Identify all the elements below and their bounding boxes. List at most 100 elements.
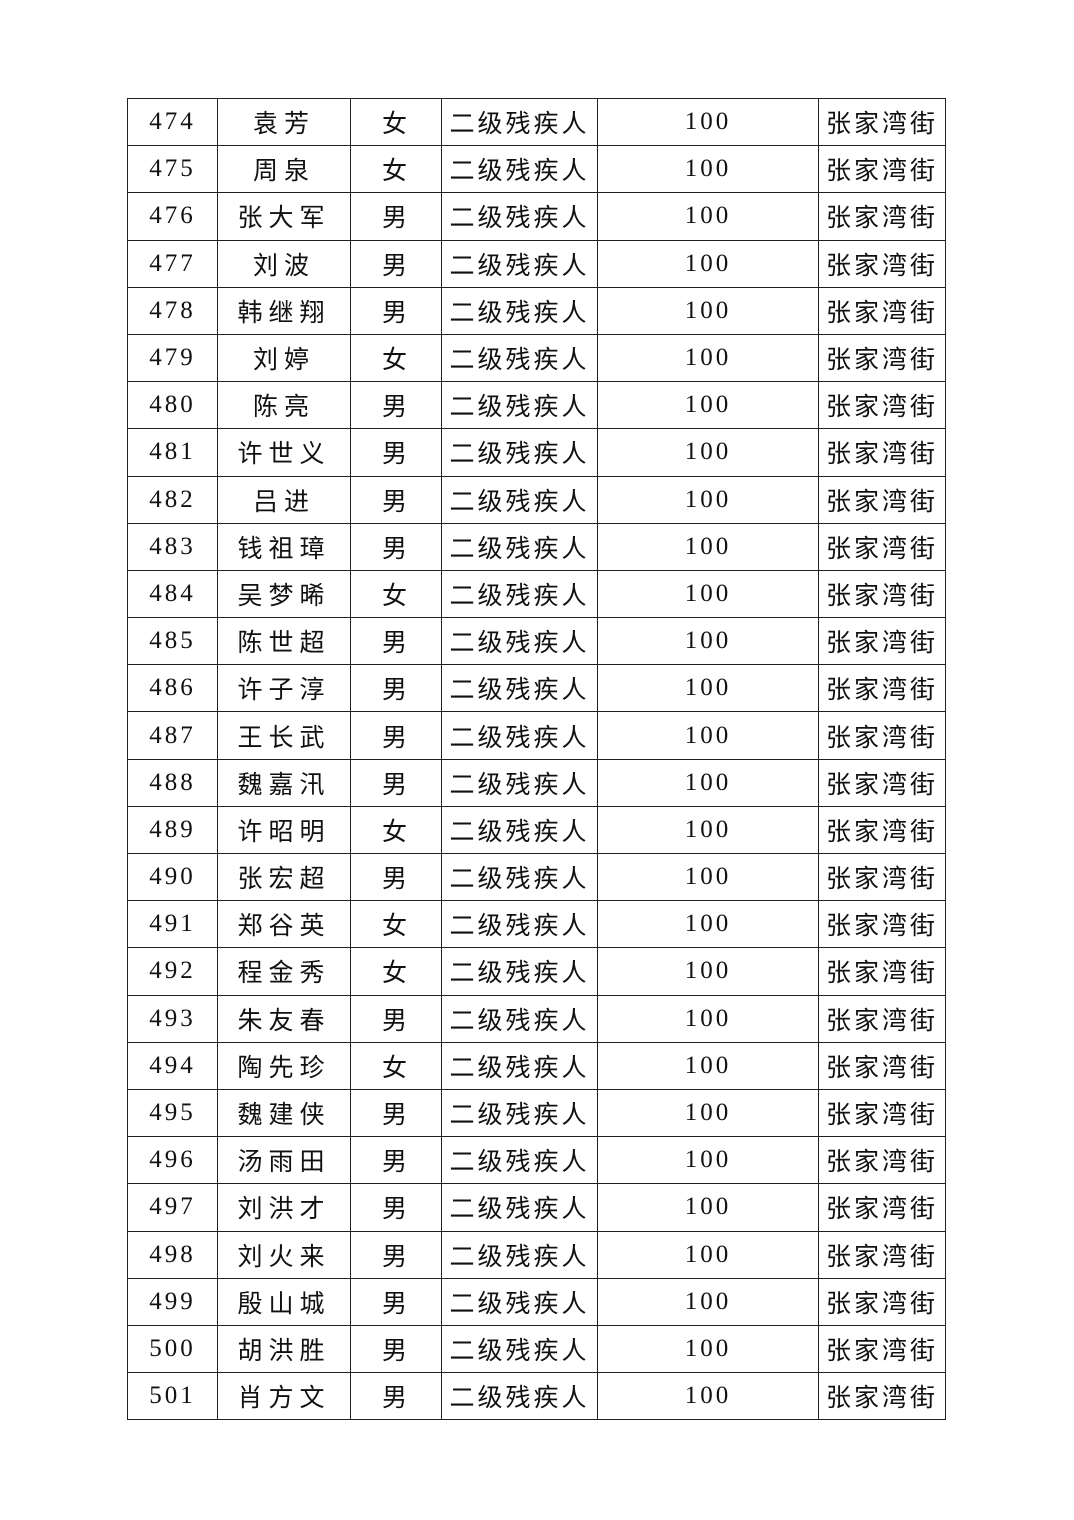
street-cell: 张家湾街 bbox=[818, 475, 946, 524]
amount-cell: 100 bbox=[597, 994, 819, 1043]
disability-category-cell: 二级残疾人 bbox=[441, 758, 598, 807]
row-number-cell: 492 bbox=[127, 947, 218, 996]
street-cell: 张家湾街 bbox=[818, 1324, 946, 1374]
street-cell: 张家湾街 bbox=[818, 286, 946, 335]
row-number-cell: 498 bbox=[127, 1230, 218, 1279]
amount-cell: 100 bbox=[597, 145, 819, 194]
street-cell: 张家湾街 bbox=[818, 1088, 946, 1138]
person-name-cell: 许子淳 bbox=[217, 664, 351, 713]
table-row: 475 周泉女二级残疾人 100 张家湾街 bbox=[127, 145, 946, 194]
row-number-cell: 497 bbox=[127, 1183, 218, 1232]
gender-cell: 男 bbox=[350, 1277, 442, 1326]
disability-category-cell: 二级残疾人 bbox=[441, 475, 598, 524]
street-cell: 张家湾街 bbox=[818, 664, 946, 713]
table-row: 491 郑谷英女二级残疾人 100 张家湾街 bbox=[127, 900, 946, 949]
disability-category-cell: 二级残疾人 bbox=[441, 239, 598, 288]
person-name-cell: 吕进 bbox=[217, 475, 351, 524]
row-number-cell: 481 bbox=[127, 428, 218, 477]
street-cell: 张家湾街 bbox=[818, 1041, 946, 1090]
disability-category-cell: 二级残疾人 bbox=[441, 1183, 598, 1232]
table-row: 500 胡洪胜男二级残疾人 100 张家湾街 bbox=[127, 1324, 946, 1374]
table-row: 489 许昭明女二级残疾人 100 张家湾街 bbox=[127, 805, 946, 855]
disability-category-cell: 二级残疾人 bbox=[441, 1088, 598, 1138]
amount-cell: 100 bbox=[597, 852, 819, 902]
person-name-cell: 陈亮 bbox=[217, 381, 351, 430]
table-row: 501 肖方文男二级残疾人 100 张家湾街 bbox=[127, 1372, 946, 1421]
table-row: 487 王长武男二级残疾人 100 张家湾街 bbox=[127, 711, 946, 760]
person-name-cell: 郑谷英 bbox=[217, 900, 351, 949]
row-number-cell: 494 bbox=[127, 1041, 218, 1090]
table-row: 476 张大军男二级残疾人 100 张家湾街 bbox=[127, 192, 946, 241]
street-cell: 张家湾街 bbox=[818, 852, 946, 902]
table-row: 481 许世义男二级残疾人 100 张家湾街 bbox=[127, 428, 946, 477]
amount-cell: 100 bbox=[597, 1041, 819, 1090]
person-name-cell: 胡洪胜 bbox=[217, 1324, 351, 1374]
amount-cell: 100 bbox=[597, 617, 819, 666]
amount-cell: 100 bbox=[597, 381, 819, 430]
disability-category-cell: 二级残疾人 bbox=[441, 569, 598, 619]
table-row: 494 陶先珍女二级残疾人 100 张家湾街 bbox=[127, 1041, 946, 1090]
gender-cell: 女 bbox=[350, 569, 442, 619]
street-cell: 张家湾街 bbox=[818, 145, 946, 194]
row-number-cell: 490 bbox=[127, 852, 218, 902]
person-name-cell: 周泉 bbox=[217, 145, 351, 194]
table-row: 484 吴梦晞女二级残疾人 100 张家湾街 bbox=[127, 569, 946, 619]
amount-cell: 100 bbox=[597, 97, 819, 147]
person-name-cell: 王长武 bbox=[217, 711, 351, 760]
gender-cell: 女 bbox=[350, 97, 442, 147]
table-row: 485 陈世超男二级残疾人 100 张家湾街 bbox=[127, 617, 946, 666]
gender-cell: 男 bbox=[350, 758, 442, 807]
amount-cell: 100 bbox=[597, 711, 819, 760]
person-name-cell: 刘波 bbox=[217, 239, 351, 288]
amount-cell: 100 bbox=[597, 475, 819, 524]
gender-cell: 男 bbox=[350, 1183, 442, 1232]
amount-cell: 100 bbox=[597, 522, 819, 571]
street-cell: 张家湾街 bbox=[818, 994, 946, 1043]
row-number-cell: 500 bbox=[127, 1324, 218, 1374]
street-cell: 张家湾街 bbox=[818, 333, 946, 383]
disability-category-cell: 二级残疾人 bbox=[441, 1324, 598, 1374]
row-number-cell: 483 bbox=[127, 522, 218, 571]
street-cell: 张家湾街 bbox=[818, 1136, 946, 1185]
row-number-cell: 495 bbox=[127, 1088, 218, 1138]
table-row: 496 汤雨田男二级残疾人 100 张家湾街 bbox=[127, 1136, 946, 1185]
person-name-cell: 韩继翔 bbox=[217, 286, 351, 335]
street-cell: 张家湾街 bbox=[818, 569, 946, 619]
person-name-cell: 刘火来 bbox=[217, 1230, 351, 1279]
street-cell: 张家湾街 bbox=[818, 381, 946, 430]
table-row: 492 程金秀女二级残疾人 100 张家湾街 bbox=[127, 947, 946, 996]
row-number-cell: 491 bbox=[127, 900, 218, 949]
row-number-cell: 478 bbox=[127, 286, 218, 335]
gender-cell: 男 bbox=[350, 617, 442, 666]
street-cell: 张家湾街 bbox=[818, 1277, 946, 1326]
row-number-cell: 479 bbox=[127, 333, 218, 383]
person-name-cell: 许昭明 bbox=[217, 805, 351, 855]
row-number-cell: 489 bbox=[127, 805, 218, 855]
gender-cell: 男 bbox=[350, 239, 442, 288]
disability-category-cell: 二级残疾人 bbox=[441, 664, 598, 713]
person-name-cell: 汤雨田 bbox=[217, 1136, 351, 1185]
person-name-cell: 程金秀 bbox=[217, 947, 351, 996]
disability-category-cell: 二级残疾人 bbox=[441, 97, 598, 147]
disability-category-cell: 二级残疾人 bbox=[441, 805, 598, 855]
table-row: 495 魏建侠男二级残疾人 100 张家湾街 bbox=[127, 1088, 946, 1138]
row-number-cell: 488 bbox=[127, 758, 218, 807]
table-body: 474 袁芳女二级残疾人 100 张家湾街 475 周泉女二级残疾人 100 张家湾街 476 张… bbox=[127, 97, 946, 1421]
disability-category-cell: 二级残疾人 bbox=[441, 711, 598, 760]
street-cell: 张家湾街 bbox=[818, 1183, 946, 1232]
table-row: 477 刘波男二级残疾人 100 张家湾街 bbox=[127, 239, 946, 288]
gender-cell: 女 bbox=[350, 947, 442, 996]
gender-cell: 男 bbox=[350, 994, 442, 1043]
street-cell: 张家湾街 bbox=[818, 617, 946, 666]
disability-category-cell: 二级残疾人 bbox=[441, 947, 598, 996]
row-number-cell: 501 bbox=[127, 1372, 218, 1421]
disability-category-cell: 二级残疾人 bbox=[441, 1136, 598, 1185]
person-name-cell: 殷山城 bbox=[217, 1277, 351, 1326]
gender-cell: 女 bbox=[350, 805, 442, 855]
table-row: 478 韩继翔男二级残疾人 100 张家湾街 bbox=[127, 286, 946, 335]
amount-cell: 100 bbox=[597, 947, 819, 996]
amount-cell: 100 bbox=[597, 1183, 819, 1232]
disability-category-cell: 二级残疾人 bbox=[441, 994, 598, 1043]
table-row: 480 陈亮男二级残疾人 100 张家湾街 bbox=[127, 381, 946, 430]
table-row: 483 钱祖璋男二级残疾人 100 张家湾街 bbox=[127, 522, 946, 571]
